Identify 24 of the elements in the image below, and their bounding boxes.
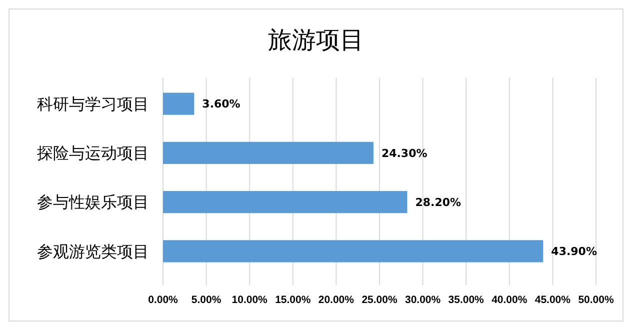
bar	[163, 92, 194, 115]
x-tick-label: 15.00%	[275, 294, 312, 306]
data-label: 28.20%	[415, 196, 462, 209]
x-tick-label: 25.00%	[362, 294, 398, 306]
x-tick-label: 40.00%	[492, 294, 528, 306]
x-tick-label: 0.00%	[148, 294, 179, 306]
bar	[163, 191, 408, 214]
x-tick-label: 45.00%	[534, 294, 572, 306]
data-label: 43.90%	[551, 245, 597, 258]
y-tick-label: 科研与学习项目	[37, 94, 149, 114]
x-tick-label: 5.00%	[191, 294, 222, 306]
x-tick-label: 35.00%	[448, 294, 485, 306]
bar	[163, 240, 544, 262]
x-tick-label: 30.00%	[404, 294, 442, 306]
y-tick-label: 参观游览类项目	[37, 242, 149, 261]
y-tick-label: 探险与运动项目	[37, 144, 149, 163]
chart-title: 旅游项目	[268, 26, 364, 54]
bar	[163, 142, 374, 164]
x-tick-label: 50.00%	[578, 294, 614, 306]
data-label: 24.30%	[381, 146, 428, 160]
x-tick-label: 20.00%	[318, 294, 355, 306]
data-label: 3.60%	[202, 98, 240, 111]
y-tick-label: 参与性娱乐项目	[37, 192, 149, 212]
x-tick-label: 10.00%	[232, 294, 268, 306]
